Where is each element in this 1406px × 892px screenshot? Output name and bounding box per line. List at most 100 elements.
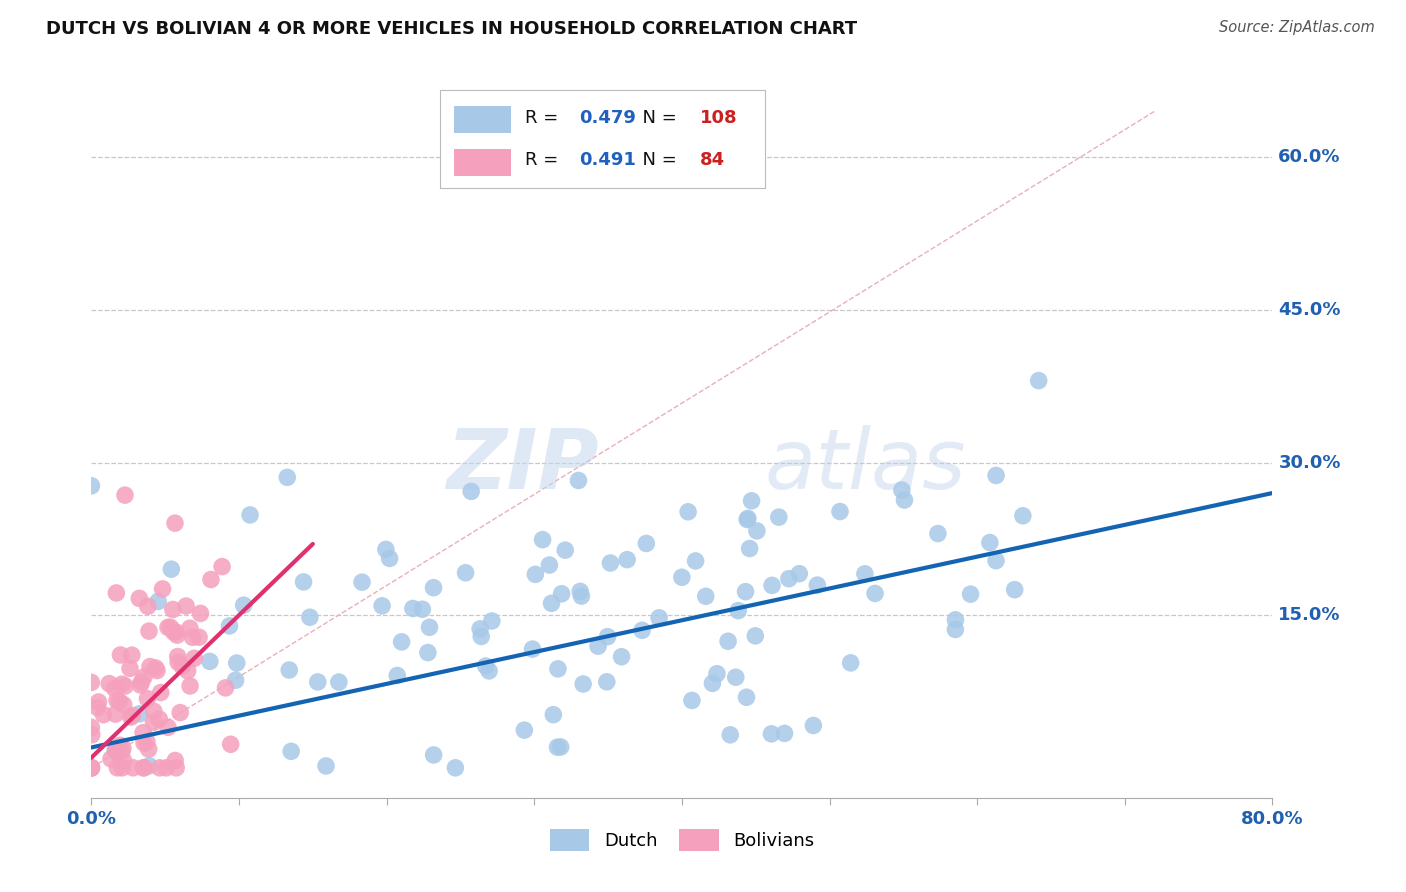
Point xyxy=(174,599,197,613)
Point xyxy=(328,675,350,690)
Point xyxy=(139,659,162,673)
Point xyxy=(681,693,703,707)
Point xyxy=(522,642,544,657)
Point xyxy=(734,584,756,599)
Text: 0.491: 0.491 xyxy=(579,152,636,169)
Point xyxy=(93,707,115,722)
Point xyxy=(586,639,609,653)
Point xyxy=(167,655,190,669)
Point xyxy=(761,727,783,741)
Point xyxy=(190,607,212,621)
Point xyxy=(481,614,503,628)
Point xyxy=(1028,374,1050,388)
Bar xyxy=(454,149,510,177)
Text: N =: N = xyxy=(631,109,683,127)
Point xyxy=(105,744,128,758)
Point xyxy=(179,679,201,693)
Point xyxy=(136,599,159,614)
Text: atlas: atlas xyxy=(765,425,966,507)
Point xyxy=(702,676,724,690)
Point xyxy=(718,728,741,742)
Point xyxy=(120,710,142,724)
Point xyxy=(1012,508,1035,523)
Text: 15.0%: 15.0% xyxy=(1278,607,1341,624)
Point xyxy=(108,695,131,709)
Point xyxy=(149,761,172,775)
Point xyxy=(155,761,177,775)
Point xyxy=(738,541,761,556)
Point xyxy=(80,761,103,775)
Point xyxy=(148,594,170,608)
Point xyxy=(152,582,174,596)
Point xyxy=(121,708,143,723)
Text: R =: R = xyxy=(524,152,564,169)
Point xyxy=(225,673,247,688)
Point xyxy=(292,574,315,589)
Bar xyxy=(454,106,510,134)
Point xyxy=(159,620,181,634)
Point xyxy=(596,630,619,644)
Point xyxy=(114,679,136,693)
Point xyxy=(211,559,233,574)
Point xyxy=(418,620,440,634)
Text: Source: ZipAtlas.com: Source: ZipAtlas.com xyxy=(1219,20,1375,35)
Point xyxy=(571,589,593,603)
Point xyxy=(648,611,671,625)
Text: 60.0%: 60.0% xyxy=(1278,148,1341,166)
Point xyxy=(104,743,127,757)
Point xyxy=(118,661,141,675)
Point xyxy=(676,505,699,519)
Point xyxy=(745,524,768,538)
Point xyxy=(513,723,536,738)
Point xyxy=(132,736,155,750)
Point xyxy=(105,761,128,775)
Point xyxy=(735,690,758,705)
Point xyxy=(105,586,128,600)
Point xyxy=(136,691,159,706)
Point xyxy=(105,693,128,707)
Point xyxy=(478,664,501,678)
Point xyxy=(806,578,828,592)
Point xyxy=(114,488,136,502)
Point xyxy=(927,526,949,541)
Point xyxy=(138,758,160,772)
Point xyxy=(984,554,1007,568)
Point xyxy=(474,659,496,673)
Point xyxy=(768,510,790,524)
Point xyxy=(350,575,373,590)
Point xyxy=(572,677,595,691)
Point xyxy=(146,664,169,678)
Point xyxy=(787,566,810,581)
Text: R =: R = xyxy=(524,109,564,127)
Text: 45.0%: 45.0% xyxy=(1278,301,1341,318)
Point xyxy=(239,508,262,522)
Point xyxy=(543,707,565,722)
Point xyxy=(149,685,172,699)
Point xyxy=(610,649,633,664)
Point xyxy=(717,634,740,648)
Text: 108: 108 xyxy=(700,109,737,127)
Point xyxy=(470,630,492,644)
Point xyxy=(744,629,766,643)
Point xyxy=(863,586,886,600)
Point xyxy=(131,675,153,690)
Point xyxy=(524,567,547,582)
Point xyxy=(165,624,187,639)
Point xyxy=(959,587,981,601)
Point xyxy=(778,572,800,586)
Point xyxy=(1004,582,1026,597)
Point xyxy=(188,630,211,644)
Point xyxy=(142,704,165,718)
Point xyxy=(454,566,477,580)
Point xyxy=(129,678,152,692)
Point xyxy=(550,587,572,601)
Point xyxy=(315,759,337,773)
Point xyxy=(550,739,572,754)
Point xyxy=(86,700,108,714)
Point xyxy=(165,761,187,775)
Point xyxy=(801,718,824,732)
Point xyxy=(893,493,915,508)
Point xyxy=(890,483,912,497)
Point xyxy=(945,613,967,627)
Point xyxy=(163,625,186,640)
